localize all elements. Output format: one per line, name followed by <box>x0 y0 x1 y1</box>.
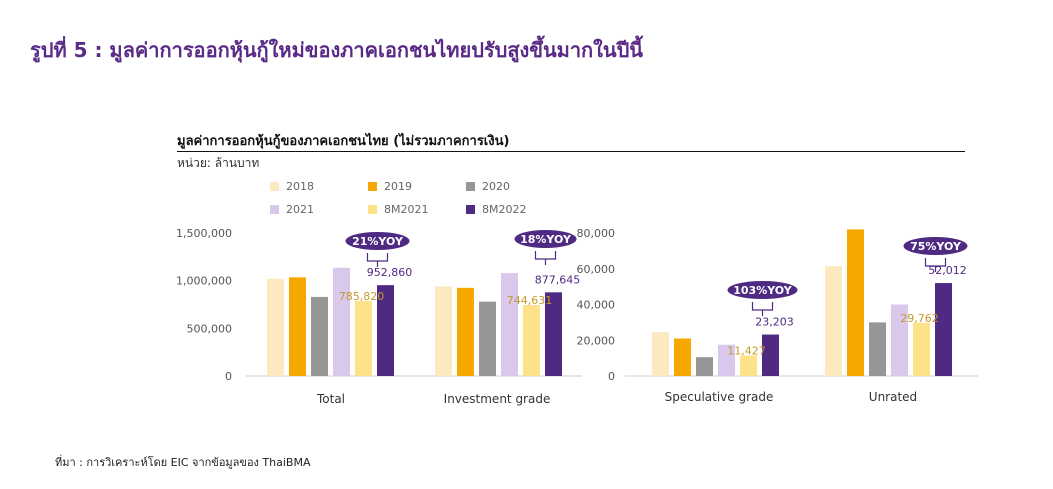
legend-label: 2020 <box>482 180 510 193</box>
bar-2018 <box>652 332 669 376</box>
yoy-badge-label: 103%YOY <box>733 284 793 297</box>
legend-swatch <box>270 182 279 191</box>
yoy-badge <box>903 237 968 255</box>
title-rule <box>177 151 965 152</box>
y-tick-label: 500,000 <box>187 322 233 335</box>
bar-2019 <box>847 229 864 376</box>
bar-2018 <box>825 266 842 376</box>
bar-2018 <box>267 278 284 376</box>
y-tick-label: 40,000 <box>577 299 616 312</box>
y-tick-label: 1,500,000 <box>176 227 232 240</box>
legend-swatch <box>466 205 475 214</box>
yoy-bracket <box>751 302 774 316</box>
yoy-bracket <box>534 251 557 265</box>
chart-title: มูลค่าการออกหุ้นกู้ของภาคเอกชนไทย (ไม่รว… <box>177 134 510 149</box>
bar-2020 <box>479 301 496 376</box>
bar-2019 <box>457 287 474 376</box>
y-tick-label: 1,000,000 <box>176 275 232 288</box>
yoy-badge-label: 18%YOY <box>520 233 572 246</box>
data-label-8m2022: 877,645 <box>535 273 581 286</box>
y-tick-label: 20,000 <box>577 334 616 347</box>
bar-8m2022 <box>935 283 952 376</box>
legend-swatch <box>466 182 475 191</box>
legend-label: 8M2021 <box>384 203 429 216</box>
data-label-8m2021: 11,427 <box>727 345 766 358</box>
bar-8m2022 <box>377 285 394 376</box>
category-label: Total <box>316 392 345 406</box>
category-label: Unrated <box>869 390 917 404</box>
yoy-bracket <box>924 258 947 272</box>
y-tick-label: 60,000 <box>577 263 616 276</box>
yoy-badge <box>727 281 798 299</box>
yoy-badge <box>345 232 410 250</box>
y-tick-label: 0 <box>608 370 615 383</box>
unit-label: หน่วย: ล้านบาท <box>177 156 260 170</box>
bar-2020 <box>696 357 713 376</box>
data-label-8m2022: 952,860 <box>367 266 413 279</box>
yoy-badge-label: 75%YOY <box>910 240 962 253</box>
data-label-8m2021: 29,762 <box>900 312 939 325</box>
yoy-badge-label: 21%YOY <box>352 235 404 248</box>
bar-8m2021 <box>913 322 930 376</box>
y-tick-label: 80,000 <box>577 227 616 240</box>
category-label: Speculative grade <box>665 390 774 404</box>
bar-8m2022 <box>762 334 779 376</box>
source-note: ที่มา : การวิเคราะห์โดย EIC จากข้อมูลของ… <box>55 456 311 469</box>
legend-swatch <box>270 205 279 214</box>
bar-8m2022 <box>545 292 562 376</box>
legend-label: 2018 <box>286 180 314 193</box>
figure-title: รูปที่ 5 : มูลค่าการออกหุ้นกู้ใหม่ของภาค… <box>30 38 643 62</box>
bar-2021 <box>333 267 350 376</box>
bar-8m2021 <box>740 355 757 376</box>
category-label: Investment grade <box>444 392 551 406</box>
legend-label: 2019 <box>384 180 412 193</box>
data-label-8m2021: 785,820 <box>339 290 385 303</box>
bar-2020 <box>311 296 328 376</box>
yoy-bracket <box>366 253 389 267</box>
bar-2020 <box>869 322 886 376</box>
data-label-8m2022: 52,012 <box>928 264 967 277</box>
legend-swatch <box>368 205 377 214</box>
legend-label: 2021 <box>286 203 314 216</box>
yoy-badge <box>514 230 577 248</box>
bar-2021 <box>501 273 518 376</box>
bar-2021 <box>891 304 908 376</box>
data-label-8m2022: 23,203 <box>755 316 794 329</box>
bar-2019 <box>674 338 691 376</box>
bar-8m2021 <box>355 301 372 376</box>
y-tick-label: 0 <box>225 370 232 383</box>
bar-2019 <box>289 277 306 376</box>
bar-8m2021 <box>523 305 540 376</box>
bar-2021 <box>718 344 735 376</box>
bar-2018 <box>435 286 452 376</box>
data-label-8m2021: 744,631 <box>507 294 553 307</box>
legend-swatch <box>368 182 377 191</box>
legend-label: 8M2022 <box>482 203 527 216</box>
